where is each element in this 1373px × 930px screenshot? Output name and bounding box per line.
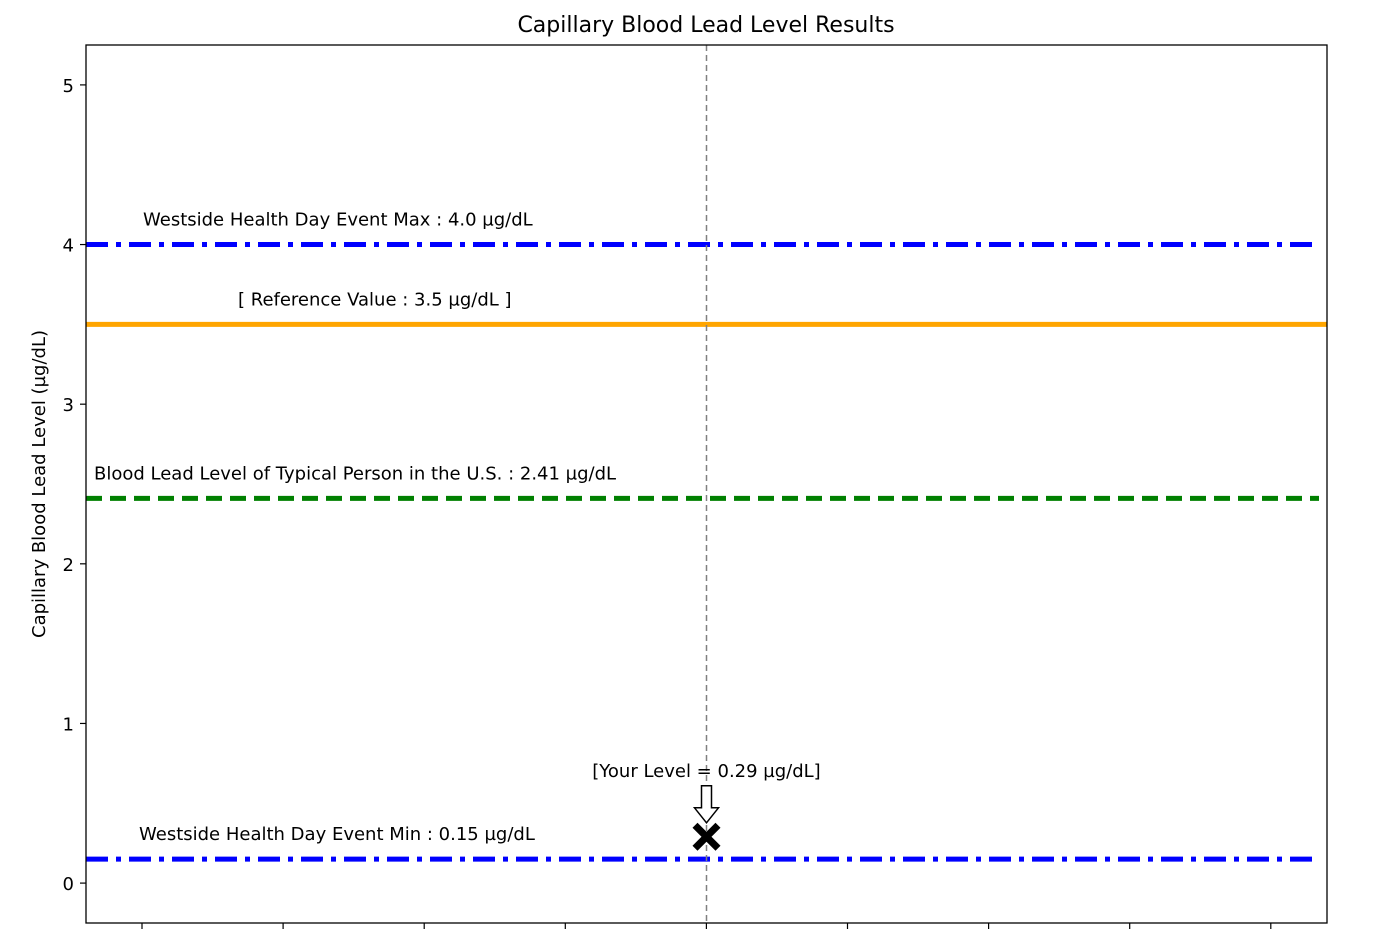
y-tick-label: 1 <box>63 714 74 735</box>
y-tick-label: 3 <box>63 395 74 416</box>
your-level-label: [Your Level = 0.29 µg/dL] <box>592 761 820 782</box>
x-axis-ticks <box>141 923 1272 929</box>
reference-line-label: Blood Lead Level of Typical Person in th… <box>94 463 616 484</box>
plot-area <box>85 44 1328 924</box>
y-axis-label: Capillary Blood Lead Level (µg/dL) <box>29 330 50 638</box>
reference-line-label: Westside Health Day Event Min : 0.15 µg/… <box>139 824 535 845</box>
reference-labels: Westside Health Day Event Max : 4.0 µg/d… <box>94 210 616 846</box>
reference-line-label: Westside Health Day Event Max : 4.0 µg/d… <box>143 210 533 231</box>
chart-title: Capillary Blood Lead Level Results <box>517 13 894 38</box>
y-tick-label: 4 <box>63 236 74 257</box>
y-axis-ticks: 0 1 2 3 4 5 <box>63 76 86 895</box>
reference-lines <box>86 242 1327 862</box>
y-tick-label: 5 <box>63 76 74 97</box>
your-level-group: [Your Level = 0.29 µg/dL] <box>592 761 821 851</box>
your-level-marker <box>692 822 721 851</box>
your-level-arrow <box>692 785 721 824</box>
y-tick-label: 0 <box>63 874 74 895</box>
y-tick-label: 2 <box>63 555 74 576</box>
reference-line-label: [ Reference Value : 3.5 µg/dL ] <box>238 289 512 310</box>
